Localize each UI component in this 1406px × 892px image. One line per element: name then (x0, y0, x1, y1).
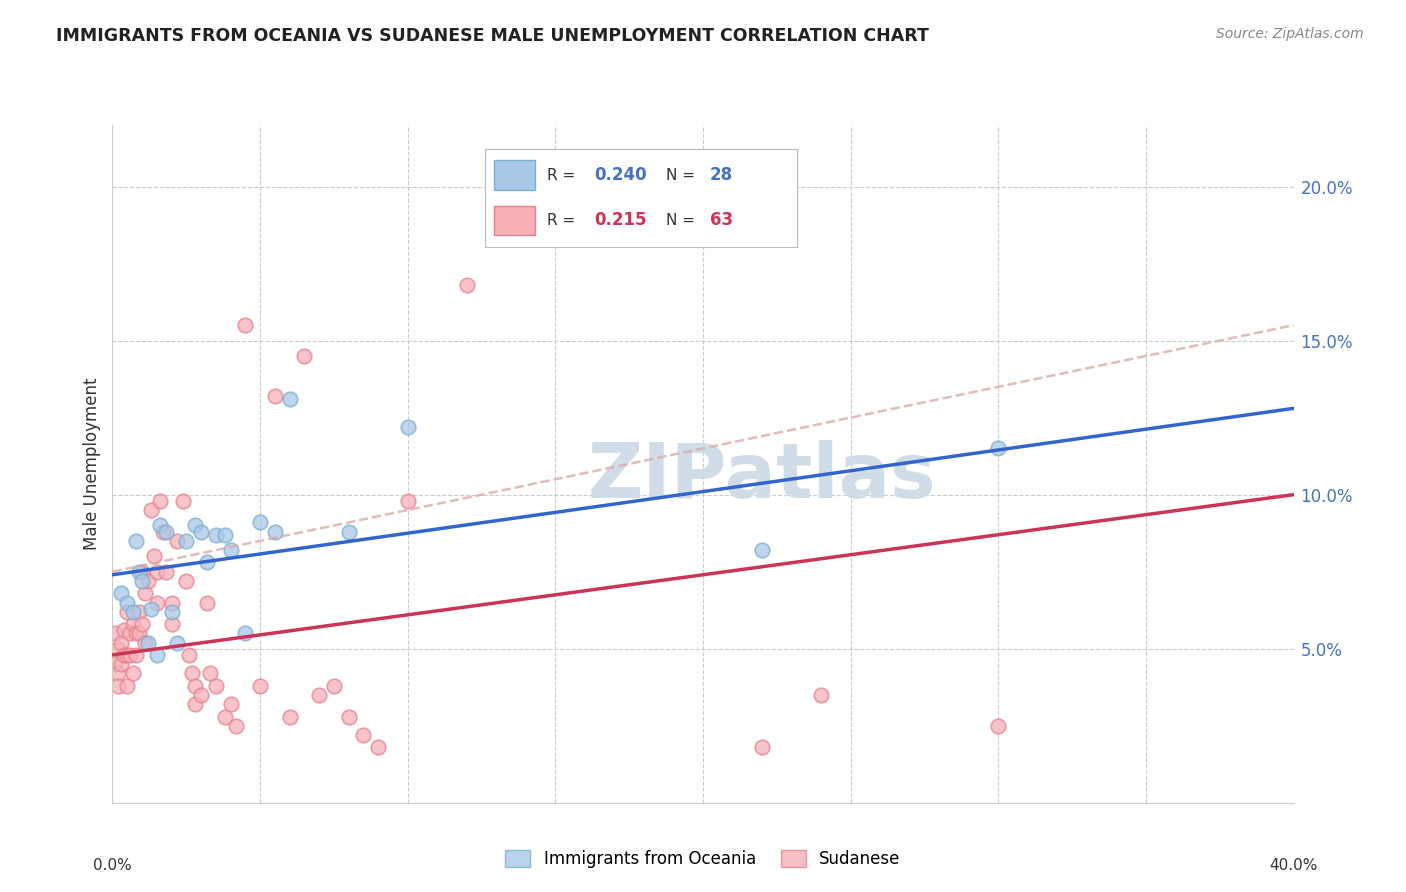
Point (456, 278, 478, 293)
Point (155, 565, 177, 579)
Point (134, 635, 156, 649)
Point (122, 605, 145, 619)
Point (751, 740, 773, 755)
Point (198, 666, 221, 681)
Point (139, 503, 162, 517)
Point (233, 318, 256, 333)
Point (214, 709, 236, 723)
Y-axis label: Male Unemployment: Male Unemployment (83, 377, 101, 550)
Point (396, 493, 419, 508)
Point (195, 556, 218, 570)
Point (184, 518, 207, 533)
Point (172, 493, 194, 508)
Point (125, 648, 148, 662)
Point (107, 679, 129, 693)
Legend: Immigrants from Oceania, Sudanese: Immigrants from Oceania, Sudanese (499, 843, 907, 875)
Point (205, 527, 228, 541)
Point (214, 527, 236, 541)
Point (184, 697, 207, 711)
Point (112, 648, 135, 662)
Point (166, 533, 188, 548)
Point (396, 420, 419, 434)
Point (367, 740, 389, 755)
Point (122, 617, 145, 632)
Point (810, 688, 832, 702)
Point (122, 666, 145, 681)
Text: 40.0%: 40.0% (1270, 858, 1317, 873)
Point (225, 719, 247, 733)
Point (166, 635, 188, 649)
Point (160, 595, 183, 609)
Point (195, 595, 218, 609)
Point (139, 601, 162, 615)
Point (233, 626, 256, 640)
Point (107, 666, 129, 681)
Point (190, 524, 212, 539)
Point (117, 648, 138, 662)
Point (308, 688, 330, 702)
Point (205, 679, 228, 693)
Point (131, 565, 153, 579)
Point (249, 679, 271, 693)
Point (112, 624, 135, 638)
Point (146, 648, 169, 662)
Point (249, 516, 271, 530)
Point (160, 617, 183, 632)
Point (184, 679, 207, 693)
Point (134, 586, 156, 600)
Point (136, 635, 159, 649)
Point (146, 565, 169, 579)
Point (110, 657, 132, 672)
Point (174, 574, 197, 588)
Point (337, 709, 360, 723)
Point (179, 648, 201, 662)
Point (117, 605, 138, 619)
Point (120, 648, 142, 662)
Point (264, 389, 287, 403)
Point (264, 524, 287, 539)
Point (155, 524, 177, 539)
Point (110, 586, 132, 600)
Text: IMMIGRANTS FROM OCEANIA VS SUDANESE MALE UNEMPLOYMENT CORRELATION CHART: IMMIGRANTS FROM OCEANIA VS SUDANESE MALE… (56, 27, 929, 45)
Point (125, 626, 148, 640)
Point (149, 493, 172, 508)
Text: Source: ZipAtlas.com: Source: ZipAtlas.com (1216, 27, 1364, 41)
Point (117, 595, 138, 609)
Point (751, 543, 773, 558)
Point (152, 524, 174, 539)
Point (987, 719, 1010, 733)
Point (131, 574, 153, 588)
Point (174, 533, 197, 548)
Text: ZIPatlas: ZIPatlas (588, 441, 936, 515)
Point (278, 392, 301, 406)
Point (219, 697, 242, 711)
Point (278, 709, 301, 723)
Point (337, 524, 360, 539)
Point (125, 533, 148, 548)
Point (104, 657, 127, 672)
Point (987, 442, 1010, 456)
Point (160, 605, 183, 619)
Point (117, 679, 138, 693)
Point (181, 666, 204, 681)
Point (110, 635, 132, 649)
Point (219, 543, 242, 558)
Point (128, 565, 150, 579)
Point (107, 641, 129, 656)
Point (292, 349, 315, 363)
Point (104, 626, 127, 640)
Point (352, 728, 374, 742)
Point (128, 626, 150, 640)
Text: 0.0%: 0.0% (93, 858, 132, 873)
Point (149, 518, 172, 533)
Point (136, 574, 159, 588)
Point (120, 626, 142, 640)
Point (128, 605, 150, 619)
Point (131, 617, 153, 632)
Point (323, 679, 346, 693)
Point (190, 688, 212, 702)
Point (142, 549, 165, 564)
Point (146, 595, 169, 609)
